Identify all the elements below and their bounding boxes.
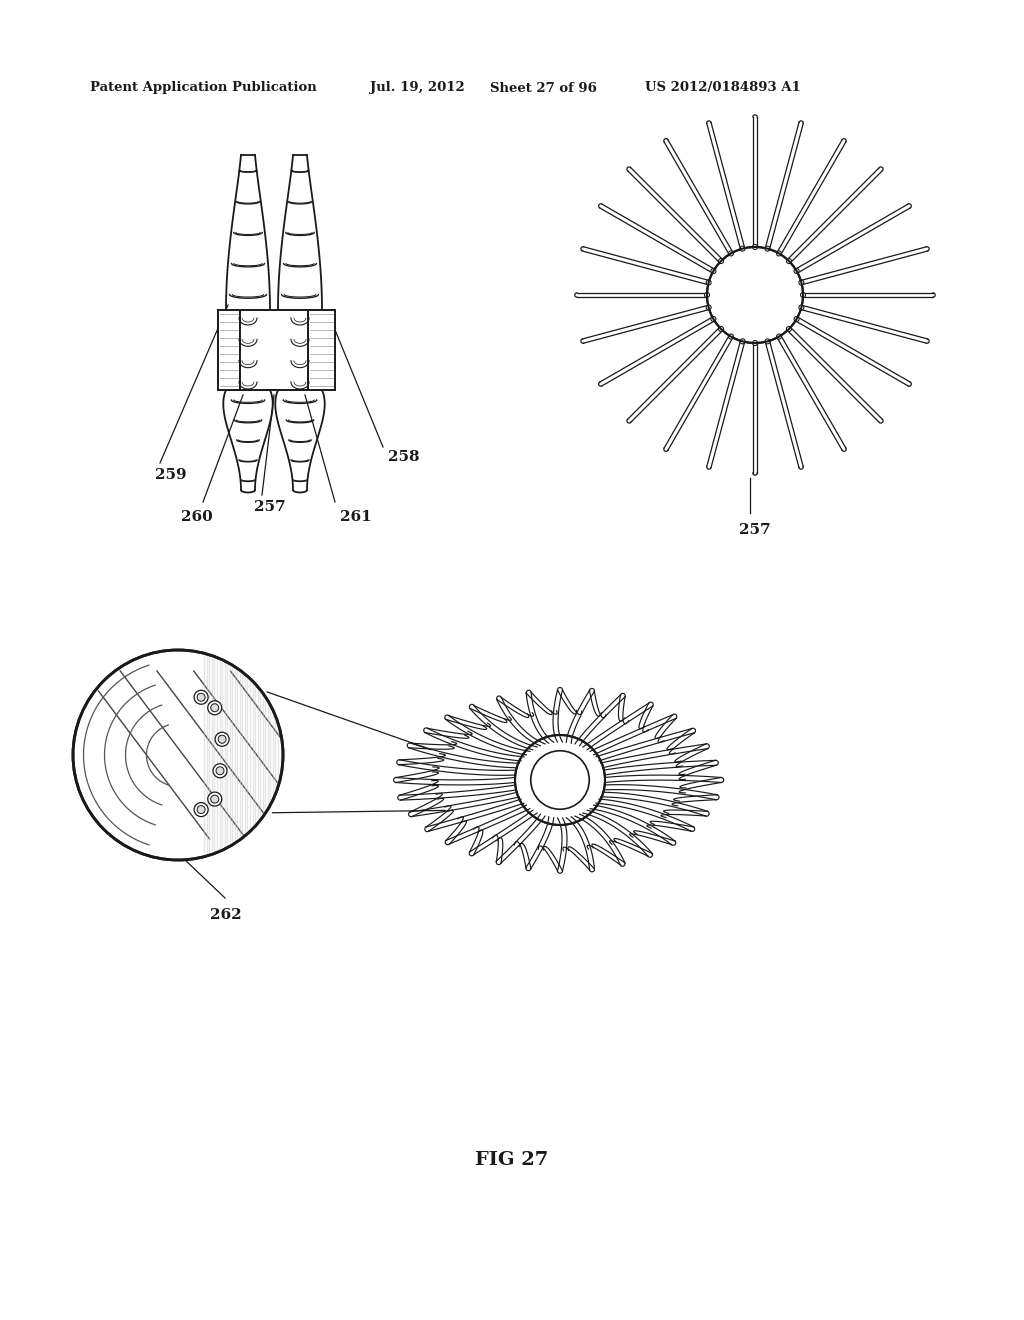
Bar (240, 310, 308, 389)
Bar (218, 310, 240, 389)
Circle shape (211, 704, 219, 711)
Circle shape (195, 803, 208, 817)
Circle shape (197, 805, 205, 813)
Text: 258: 258 (388, 450, 420, 465)
Circle shape (711, 268, 716, 273)
Circle shape (711, 317, 716, 322)
Text: US 2012/0184893 A1: US 2012/0184893 A1 (645, 82, 801, 95)
Text: FIG 27: FIG 27 (475, 1151, 549, 1170)
Circle shape (197, 693, 205, 701)
Circle shape (776, 334, 781, 339)
Circle shape (213, 764, 227, 777)
Circle shape (794, 317, 799, 322)
Circle shape (740, 246, 745, 251)
Circle shape (215, 733, 229, 746)
Circle shape (208, 701, 222, 714)
Circle shape (211, 795, 219, 803)
Text: Jul. 19, 2012: Jul. 19, 2012 (370, 82, 465, 95)
Text: 257: 257 (739, 523, 771, 537)
Text: 260: 260 (181, 510, 213, 524)
Circle shape (765, 339, 770, 345)
Circle shape (765, 246, 770, 251)
Circle shape (794, 268, 799, 273)
Circle shape (719, 326, 724, 331)
Circle shape (707, 247, 803, 343)
Circle shape (799, 305, 804, 310)
Text: 257: 257 (254, 500, 286, 513)
Circle shape (753, 341, 758, 346)
Circle shape (786, 326, 792, 331)
Bar (308, 310, 335, 389)
Circle shape (208, 792, 222, 807)
Circle shape (719, 259, 724, 264)
Circle shape (799, 280, 804, 285)
Circle shape (801, 293, 806, 297)
Circle shape (740, 339, 745, 345)
Circle shape (216, 767, 224, 775)
Circle shape (707, 305, 711, 310)
Circle shape (728, 334, 733, 339)
Circle shape (753, 244, 758, 249)
Circle shape (728, 251, 733, 256)
Circle shape (218, 735, 226, 743)
Text: Patent Application Publication: Patent Application Publication (90, 82, 316, 95)
Circle shape (73, 649, 283, 861)
Circle shape (707, 280, 711, 285)
Text: 259: 259 (155, 469, 186, 482)
Circle shape (705, 293, 710, 297)
Text: Sheet 27 of 96: Sheet 27 of 96 (490, 82, 597, 95)
Text: 261: 261 (340, 510, 372, 524)
Circle shape (786, 259, 792, 264)
Circle shape (195, 690, 208, 705)
Text: 262: 262 (210, 908, 242, 921)
Circle shape (776, 251, 781, 256)
